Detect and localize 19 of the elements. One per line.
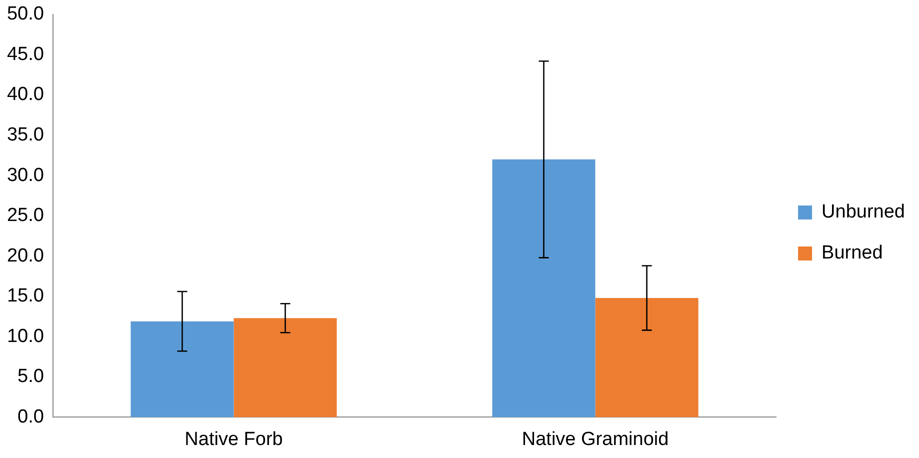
bar: [595, 298, 698, 418]
y-tick-label: 0.0: [18, 406, 44, 428]
y-tick-label: 40.0: [6, 84, 44, 106]
y-tick-label: 50.0: [6, 4, 44, 25]
y-tick-label: 25.0: [6, 205, 44, 226]
bar: [130, 321, 234, 418]
bar: [492, 159, 596, 418]
y-tick-label: 10.0: [6, 326, 44, 347]
legend-label: Burned: [822, 242, 883, 264]
y-tick-label: 20.0: [6, 245, 44, 266]
y-tick-label: 45.0: [6, 44, 44, 65]
x-tick-label: Native Forb: [184, 428, 283, 450]
y-tick-label: 35.0: [6, 124, 44, 146]
y-tick-label: 15.0: [6, 286, 44, 307]
y-tick-label: 5.0: [18, 366, 44, 388]
x-tick-label: Native Graminoid: [522, 428, 669, 450]
y-tick-label: 30.0: [6, 164, 44, 186]
bar: [234, 318, 337, 418]
legend-label: Unburned: [822, 202, 906, 223]
